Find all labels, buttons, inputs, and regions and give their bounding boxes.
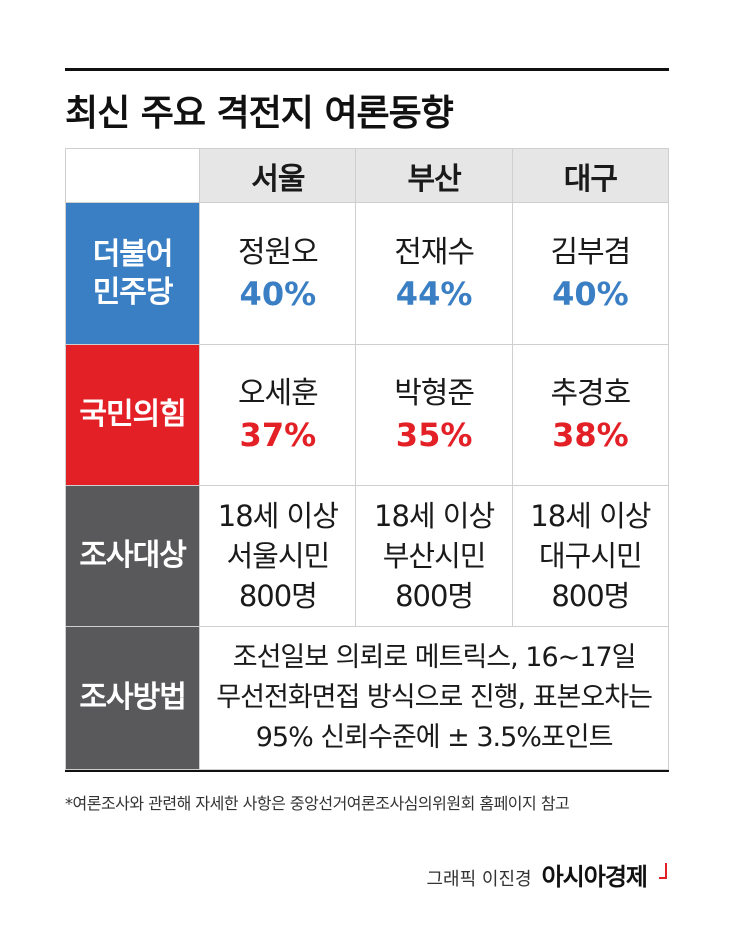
ppp-row: 국민의힘 오세훈 37% 박형준 35% 추경호 38% [64,344,670,486]
corner-cell [64,148,201,203]
candidate-name: 추경호 [550,376,631,411]
city-header-seoul: 서울 [199,148,357,203]
party-label-democratic: 더불어 민주당 [64,202,201,345]
target-line3: 800명 [238,579,318,613]
header-row: 서울 부산 대구 [64,148,670,203]
poll-table: 서울 부산 대구 더불어 민주당 정원오 40% 전재수 44% 김부겸 40%… [64,148,670,770]
candidate-pct: 37% [239,416,317,454]
candidate-name: 박형준 [394,376,475,411]
candidate-pct: 40% [239,274,317,313]
footnote: *여론조사와 관련해 자세한 사항은 중앙선거여론조사심의위원회 홈페이지 참고 [65,794,570,813]
candidate-cell: 박형준 35% [355,344,513,486]
brand-logo: 아시아경제 [541,863,648,891]
target-line1: 18세 이상 [374,499,495,533]
city-header-busan: 부산 [355,148,513,203]
method-line1: 조선일보 의뢰로 메트릭스, 16~17일 [232,642,637,673]
candidate-cell: 전재수 44% [355,202,513,345]
candidate-pct: 40% [552,274,629,313]
candidate-pct: 38% [552,416,629,454]
target-line3: 800명 [551,579,630,613]
survey-target-cell: 18세 이상 부산시민 800명 [355,485,513,627]
target-line1: 18세 이상 [530,499,651,533]
survey-method-text: 조선일보 의뢰로 메트릭스, 16~17일 무선전화면접 방식으로 진행, 표본… [199,626,669,770]
candidate-cell: 추경호 38% [511,344,670,486]
party-label-ppp: 국민의힘 [64,344,201,486]
party-label-line2: 민주당 [92,274,174,310]
target-line2: 대구시민 [538,539,643,573]
candidate-name: 전재수 [394,234,475,270]
candidate-cell: 김부겸 40% [511,202,670,345]
candidate-cell: 정원오 40% [199,202,357,345]
target-line2: 서울시민 [226,539,330,573]
candidate-name: 오세훈 [237,376,319,411]
target-line1: 18세 이상 [217,499,339,533]
infographic-title: 최신 주요 격전지 여론동향 [65,93,454,134]
survey-method-row: 조사방법 조선일보 의뢰로 메트릭스, 16~17일 무선전화면접 방식으로 진… [64,626,669,770]
city-header-daegu: 대구 [511,148,670,203]
candidate-pct: 35% [395,416,473,454]
survey-target-label: 조사대상 [64,485,201,627]
top-rule [65,68,669,71]
candidate-pct: 44% [395,274,473,313]
candidate-name: 김부겸 [550,234,631,270]
target-line2: 부산시민 [382,539,487,573]
credit: 그래픽 이진경 아시아경제 [426,857,667,892]
candidate-cell: 오세훈 37% [199,344,357,486]
party-label-line1: 더불어 [92,236,174,272]
brand-mark-icon [659,863,667,879]
target-line3: 800명 [395,579,474,613]
survey-target-row: 조사대상 18세 이상 서울시민 800명 18세 이상 부산시민 800명 1… [64,485,670,627]
method-line2: 무선전화면접 방식으로 진행, 표본오차는 [216,682,653,713]
graphic-credit: 그래픽 이진경 [426,869,532,890]
survey-method-label: 조사방법 [64,626,201,770]
survey-target-cell: 18세 이상 대구시민 800명 [511,485,670,627]
survey-target-cell: 18세 이상 서울시민 800명 [199,485,357,627]
method-line3: 95% 신뢰수준에 ± 3.5%포인트 [255,722,614,753]
candidate-name: 정원오 [237,234,319,270]
bottom-rule [65,770,669,772]
democratic-row: 더불어 민주당 정원오 40% 전재수 44% 김부겸 40% [64,202,670,345]
